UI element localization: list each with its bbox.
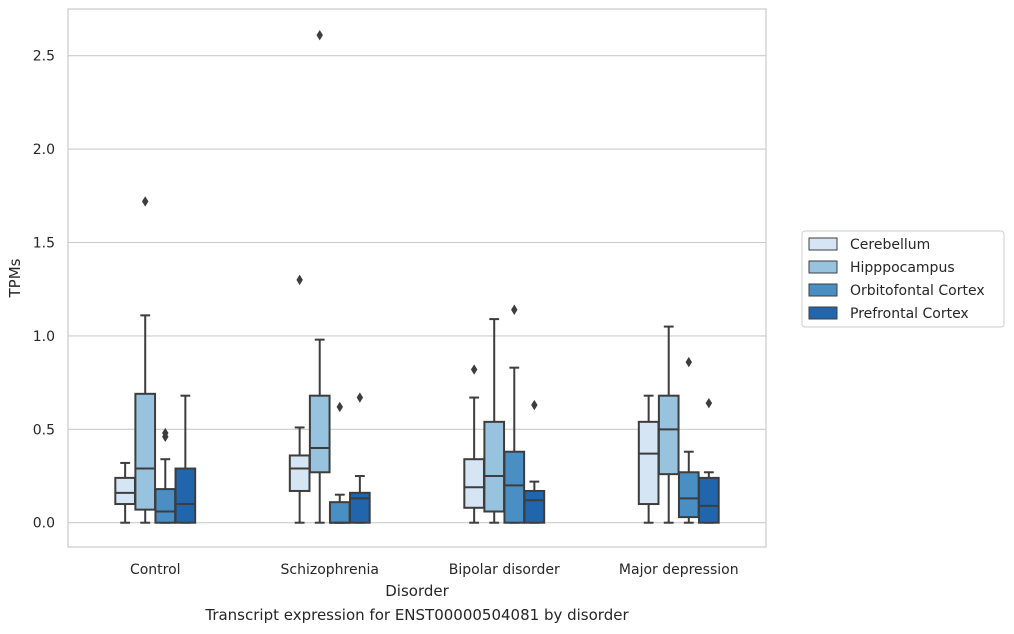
iqr-box xyxy=(134,392,157,511)
box-orbitofontal-cortex xyxy=(154,427,177,524)
legend-swatch xyxy=(808,260,838,274)
box-orbitofontal-cortex xyxy=(328,401,351,524)
box-hipppocampus xyxy=(657,325,680,524)
y-tick-label: 0.5 xyxy=(33,422,55,438)
y-tick-label: 1.5 xyxy=(33,236,55,252)
box-prefrontal-cortex xyxy=(523,399,546,524)
y-tick-label: 1.0 xyxy=(33,329,55,345)
legend-swatch xyxy=(808,306,838,320)
iqr-box xyxy=(698,476,720,524)
legend-label: Hipppocampus xyxy=(850,260,955,276)
box-prefrontal-cortex xyxy=(698,397,720,524)
iqr-box xyxy=(503,450,526,524)
iqr-box xyxy=(463,458,485,509)
iqr-box xyxy=(657,394,680,476)
box-prefrontal-cortex xyxy=(174,394,197,524)
outlier-point xyxy=(296,274,303,286)
iqr-box xyxy=(154,488,177,524)
x-tick-label: Control xyxy=(130,562,181,578)
y-tick-label: 2.5 xyxy=(33,49,55,65)
box-hipppocampus xyxy=(483,318,506,524)
x-tick-label: Bipolar disorder xyxy=(449,562,560,578)
outlier-point xyxy=(141,196,149,207)
iqr-box xyxy=(308,394,331,474)
x-tick-label: Major depression xyxy=(619,562,739,578)
box-cerebellum xyxy=(114,461,136,524)
box-cerebellum xyxy=(637,394,660,524)
y-axis-title: TPMs xyxy=(6,258,24,298)
x-tick-label: Schizophrenia xyxy=(281,562,379,578)
box-orbitofontal-cortex xyxy=(677,356,700,524)
outlier-point xyxy=(685,356,693,368)
legend-label: Orbitofontal Cortex xyxy=(850,283,985,299)
box-layer xyxy=(114,29,720,524)
box-hipppocampus xyxy=(134,196,157,524)
x-tick-labels: Control Schizophrenia Bipolar disorder Majo… xyxy=(130,562,739,578)
y-tick-labels: 0.0 0.5 1.0 1.5 2.0 2.5 xyxy=(33,49,55,532)
outlier-point xyxy=(705,397,713,409)
box-hipppocampus xyxy=(308,29,331,524)
legend-swatch xyxy=(808,283,838,297)
iqr-box xyxy=(288,454,311,492)
iqr-box xyxy=(637,420,660,506)
legend-frame xyxy=(801,230,1005,328)
iqr-box xyxy=(328,501,351,524)
iqr-box xyxy=(114,476,136,506)
outlier-point xyxy=(336,401,344,413)
box-prefrontal-cortex xyxy=(349,392,371,524)
x-axis-title: Disorder xyxy=(385,582,449,600)
iqr-box xyxy=(483,420,506,513)
figure-caption: Transcript expression for ENST0000050408… xyxy=(205,606,629,624)
iqr-box xyxy=(677,471,700,519)
box-cerebellum xyxy=(288,274,311,524)
legend: Cerebellum Hipppocampus Orbitofontal Corte… xyxy=(801,230,1005,328)
outlier-point xyxy=(511,304,518,315)
box-orbitofontal-cortex xyxy=(503,304,526,524)
y-tick-label: 0.0 xyxy=(33,516,55,532)
outlier-point xyxy=(356,392,364,403)
legend-label: Prefrontal Cortex xyxy=(850,306,969,322)
y-tick-label: 2.0 xyxy=(33,142,55,158)
box-cerebellum xyxy=(463,364,485,524)
iqr-box xyxy=(523,489,546,524)
outlier-point xyxy=(316,29,323,41)
legend-swatch xyxy=(808,237,838,251)
legend-label: Cerebellum xyxy=(850,237,930,253)
outlier-point xyxy=(531,399,538,411)
outlier-point xyxy=(162,427,169,439)
iqr-box xyxy=(349,491,371,524)
iqr-box xyxy=(174,467,197,524)
outlier-point xyxy=(470,364,478,375)
plot-frame xyxy=(67,8,767,548)
